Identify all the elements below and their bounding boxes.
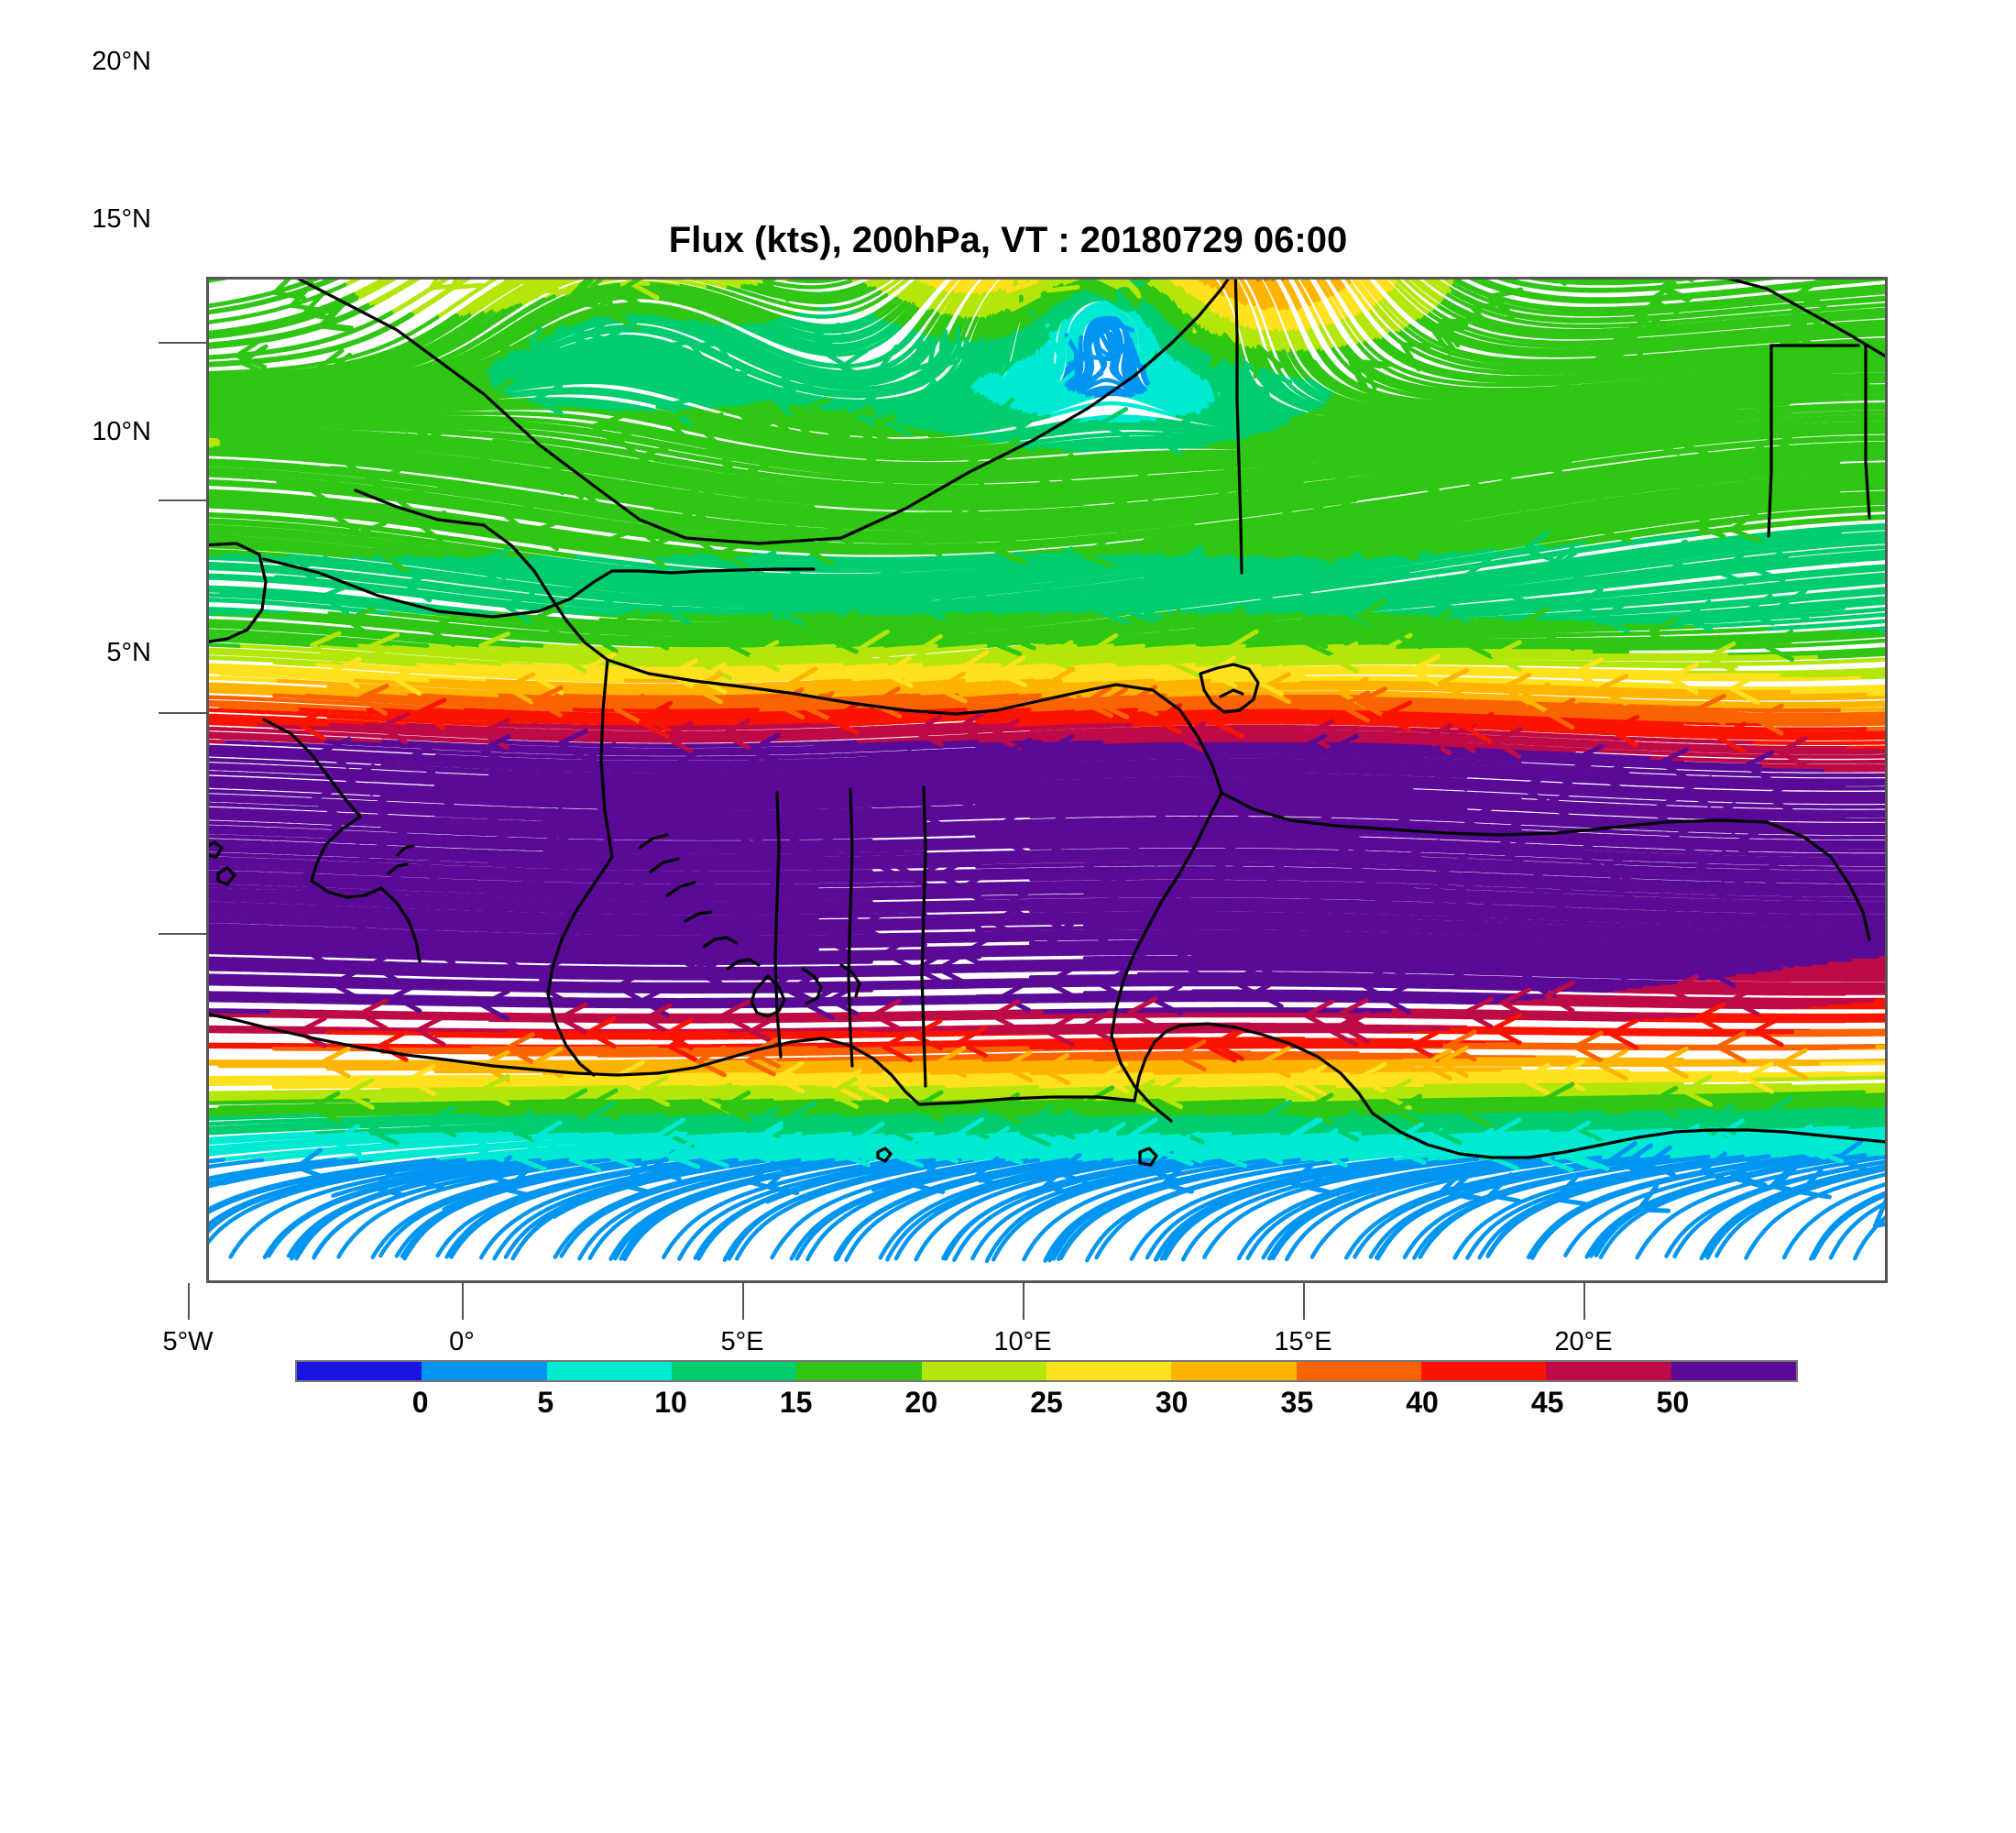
streamline-segment [1602, 1112, 1627, 1113]
streamline-layer [209, 280, 1888, 1261]
y-tick-mark [159, 712, 206, 714]
colorbar-segment-11 [1671, 1362, 1796, 1380]
streamline-segment [786, 280, 841, 281]
y-tick-mark [159, 342, 206, 344]
colorbar-segment-6 [1046, 1362, 1171, 1380]
streamline-map [209, 280, 1888, 1283]
streamline-segment [1874, 1046, 1888, 1047]
colorbar-tick-0: 0 [379, 1386, 462, 1420]
colorbar-segment-3 [672, 1362, 796, 1380]
colorbar-segment-4 [796, 1362, 921, 1380]
streamline-segment [795, 312, 853, 316]
colorbar-tick-20: 20 [880, 1386, 962, 1420]
colorbar-tick-45: 45 [1507, 1386, 1589, 1420]
streamline-segment [1301, 1028, 1448, 1029]
colorbar-segment-8 [1297, 1362, 1421, 1380]
streamline-segment [1866, 728, 1888, 730]
colorbar-segment-2 [547, 1362, 672, 1380]
streamline-segment [1864, 1091, 1888, 1092]
streamline-segment [1441, 1046, 1874, 1048]
colorbar-tick-50: 50 [1631, 1386, 1714, 1420]
y-axis-label-15N: 15°N [50, 204, 151, 235]
x-tick-mark [1303, 1283, 1305, 1320]
x-tick-mark [462, 1283, 464, 1320]
colorbar-segment-1 [422, 1362, 546, 1380]
streamline-segment [1823, 769, 1888, 770]
colorbar-tick-15: 15 [755, 1386, 838, 1420]
colorbar-tick-40: 40 [1381, 1386, 1463, 1420]
x-axis-label-0: 0° [407, 1327, 517, 1357]
streamline-segment [1887, 750, 1889, 751]
streamline-arrow [506, 280, 535, 282]
colorbar-segment-9 [1421, 1362, 1546, 1380]
streamline-segment [1751, 741, 1888, 743]
colorbar[interactable] [295, 1360, 1798, 1382]
map-plot-area [206, 277, 1888, 1283]
plot-frame [206, 277, 1888, 1283]
streamline-segment [1818, 1062, 1888, 1064]
streamline-segment [209, 741, 224, 742]
x-axis-label-10E: 10°E [959, 1327, 1087, 1357]
x-axis-label-20E: 20°E [1519, 1327, 1648, 1357]
y-axis-label-20N: 20°N [50, 47, 151, 77]
streamline-segment [1301, 1064, 1818, 1065]
colorbar-segment-10 [1546, 1362, 1671, 1380]
colorbar-segment-0 [297, 1362, 422, 1380]
colorbar-tick-10: 10 [630, 1386, 712, 1420]
x-axis-label-5W: 5°W [133, 1327, 243, 1357]
streamline-segment [1839, 708, 1888, 710]
colorbar-segment-7 [1171, 1362, 1296, 1380]
streamline-segment [209, 644, 238, 646]
streamline-segment [658, 407, 669, 410]
x-tick-mark [1023, 1283, 1024, 1320]
streamline-segment [1760, 765, 1888, 766]
x-axis-label-15E: 15°E [1239, 1327, 1367, 1357]
streamline-segment [1845, 747, 1888, 749]
colorbar-tick-30: 30 [1131, 1386, 1213, 1420]
colorbar-tick-35: 35 [1255, 1386, 1338, 1420]
streamline-segment [476, 379, 487, 382]
chart-title: Flux (kts), 200hPa, VT : 20180729 06:00 [0, 220, 2016, 261]
colorbar-tick-25: 25 [1005, 1386, 1088, 1420]
colorbar-tick-5: 5 [504, 1386, 586, 1420]
streamline-segment [209, 440, 218, 441]
streamline-segment [1676, 982, 1888, 984]
y-tick-mark [159, 499, 206, 501]
colorbar-segment-5 [922, 1362, 1046, 1380]
y-axis-label-5N: 5°N [50, 638, 151, 668]
x-tick-mark [188, 1283, 190, 1320]
y-tick-mark [159, 933, 206, 935]
y-axis-label-10N: 10°N [50, 417, 151, 447]
x-tick-mark [1583, 1283, 1585, 1320]
x-axis-label-5E: 5°E [687, 1327, 797, 1357]
streamline-segment [1792, 1031, 1888, 1032]
streamline-segment [209, 611, 251, 614]
streamline-segment [275, 663, 315, 665]
streamline-segment [209, 1011, 268, 1012]
streamline-segment [1781, 969, 1888, 970]
x-tick-mark [742, 1283, 744, 1320]
